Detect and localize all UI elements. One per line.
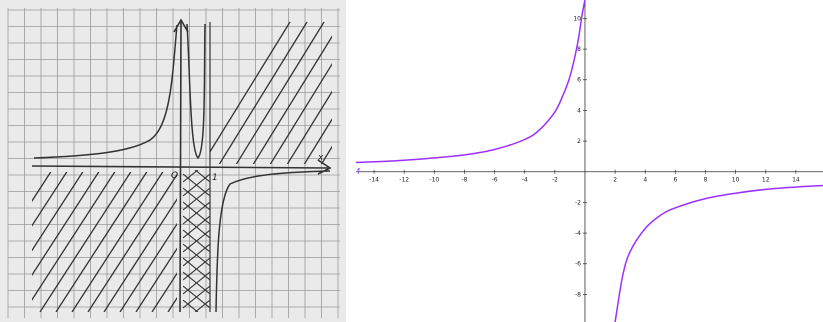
- x-tick-label: -6: [492, 177, 498, 184]
- hatch-stroke: [218, 21, 308, 164]
- x-tick-label: 4: [643, 177, 647, 184]
- x-tick-label: -10: [429, 177, 439, 184]
- hatch-stroke: [235, 21, 325, 164]
- x-tick-label: 6: [673, 177, 677, 184]
- y-tick-label: -8: [575, 291, 581, 298]
- hatch-stroke: [71, 172, 164, 312]
- x-tick-label: 2: [613, 177, 617, 184]
- y-tick-label: 10: [573, 15, 581, 22]
- y-tick-label: -4: [575, 230, 581, 237]
- hatch-stroke: [135, 247, 177, 312]
- y-tick-label: 4: [577, 107, 581, 114]
- x-tick-label: 10: [732, 177, 740, 184]
- x-tick-label: 8: [704, 177, 708, 184]
- x-tick-label: 14: [792, 177, 800, 184]
- x-tick-label: -14: [369, 177, 379, 184]
- y-tick-label: -2: [575, 199, 581, 206]
- hand-sketch: O 1 x: [0, 0, 346, 322]
- y-tick-label: 8: [577, 46, 581, 53]
- function-graph: -14 -12 -10 -8 -6 -4 -2 2 4 6 8 10 12 14 -8 -6 -4 -2 2 4 6 8 1…: [356, 0, 823, 322]
- sketch-one-label: 1: [212, 173, 218, 183]
- function-curve-left-branch: [356, 0, 586, 164]
- x-tick-label: -12: [399, 177, 409, 184]
- hatch-stroke: [252, 35, 332, 164]
- hatch-stroke: [87, 173, 177, 312]
- y-tick-label: 2: [577, 138, 581, 145]
- hatch-stroke: [32, 172, 84, 252]
- sketch-y-axis: [179, 21, 182, 313]
- y-tick-label: 6: [577, 77, 581, 84]
- sketch-x-arrow: [317, 159, 332, 175]
- hatch-stroke: [32, 172, 100, 277]
- sketch-origin-label: O: [171, 171, 178, 181]
- x-tick-label: -4: [522, 177, 528, 184]
- x-tick-label: 12: [762, 177, 770, 184]
- function-curve-right-branch: [614, 184, 823, 322]
- hatch-stroke: [119, 222, 177, 312]
- hatch-stroke: [32, 172, 52, 203]
- shaded-region-lower-left: [32, 172, 177, 312]
- sketch-curve-right-branch: [215, 170, 331, 313]
- hatch-stroke: [32, 172, 68, 227]
- shaded-region-upper-right: [210, 21, 332, 164]
- hatch-stroke: [103, 198, 177, 312]
- cross-hatch-stroke: [194, 299, 210, 312]
- squared-paper-grid: [7, 8, 340, 318]
- sketch-x-label: x: [317, 153, 324, 163]
- cross-hatched-region: [183, 170, 210, 312]
- hatch-stroke: [269, 62, 332, 164]
- hatch-stroke: [32, 172, 116, 301]
- function-name-label: f: [357, 167, 360, 176]
- y-tick-label: -6: [575, 261, 581, 268]
- hatch-stroke: [55, 172, 148, 312]
- x-tick-label: -2: [552, 177, 558, 184]
- hatch-stroke: [151, 272, 177, 312]
- hatch-stroke: [210, 21, 291, 154]
- sketch-curve-left-branch: [33, 24, 178, 159]
- hatch-stroke: [39, 172, 132, 312]
- hatch-stroke: [286, 90, 332, 164]
- hatch-stroke: [303, 118, 332, 164]
- function-graph-panel: -14 -12 -10 -8 -6 -4 -2 2 4 6 8 10 12 14 -8 -6 -4 -2 2 4 6 8 1…: [356, 0, 823, 322]
- sketch-curve-middle-branch: [186, 23, 206, 160]
- hand-sketch-panel: O 1 x: [0, 0, 346, 322]
- x-tick-label: -8: [461, 177, 467, 184]
